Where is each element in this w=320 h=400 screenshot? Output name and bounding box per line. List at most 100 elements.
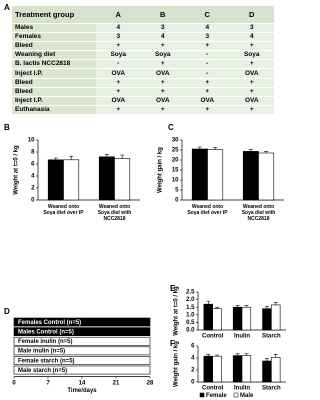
bar xyxy=(258,152,275,201)
table-cell: + xyxy=(229,87,274,97)
x-tick-label: Weaned onto Soya diet over IP xyxy=(187,204,228,216)
y-tick-label: 30 xyxy=(172,138,179,144)
y-tick-label: 2.5 xyxy=(186,290,195,296)
timeline-bar xyxy=(13,356,151,365)
timeline-label: Male starch (n=5) xyxy=(18,368,67,374)
bar xyxy=(271,304,281,331)
timeline-label: Male inulin (n=5) xyxy=(18,349,65,355)
y-axis-label: Weight at t=0 / kg xyxy=(174,286,180,336)
timeline-bar xyxy=(13,317,151,327)
table-cell: Females xyxy=(12,32,96,43)
y-tick-label: 0.0 xyxy=(186,328,195,334)
y-tick-label: 0 xyxy=(191,380,195,386)
bar xyxy=(203,303,213,331)
x-tick-label: Control xyxy=(202,386,224,392)
legend-swatch xyxy=(199,392,205,398)
table-cell: - xyxy=(185,59,230,70)
table-row: Inject I.P. OVA OVA OVA OVA xyxy=(12,96,274,106)
table-row: Inject I.P. OVA OVA - OVA xyxy=(12,68,274,79)
panel-label: C xyxy=(168,123,174,132)
y-tick-label: 25 xyxy=(172,148,179,154)
x-tick-label: Weaned onto Soya diet over IP xyxy=(43,204,84,216)
panel-label: E xyxy=(170,284,176,293)
panel-label: D xyxy=(4,307,10,316)
timeline-bar xyxy=(13,336,151,346)
y-tick-label: 8 xyxy=(31,150,35,156)
table-cell: B. lactis NCC2818 xyxy=(12,59,96,70)
bar xyxy=(241,306,252,331)
error-bar xyxy=(264,306,269,309)
table-row: Males 4 3 4 3 xyxy=(12,23,274,34)
error-bar xyxy=(235,353,240,356)
legend-swatch xyxy=(233,392,239,398)
table-cell: + xyxy=(185,41,230,52)
table-cell: + xyxy=(96,78,141,88)
table-cell: + xyxy=(229,105,274,115)
x-tick-label: Inulin xyxy=(234,386,250,392)
bar xyxy=(262,360,272,383)
bar xyxy=(262,308,272,331)
y-tick-label: 10 xyxy=(28,138,35,144)
y-tick-label: 2.0 xyxy=(186,297,195,303)
table-cell: + xyxy=(229,78,274,88)
y-tick-label: 1.0 xyxy=(186,312,195,318)
y-axis-label: Weight gain / kg xyxy=(158,147,164,193)
table-cell: + xyxy=(96,87,141,97)
x-tick-label: 28 xyxy=(147,381,154,387)
table-cell: OVA xyxy=(140,96,185,106)
x-tick-label: 7 xyxy=(46,381,50,387)
bar xyxy=(203,355,213,383)
table-cell: Bleed xyxy=(12,78,96,88)
table-cell: 4 xyxy=(140,32,185,43)
table-cell: Euthanasia xyxy=(12,105,96,115)
error-bar xyxy=(120,154,125,159)
table-row: Females 3 4 3 4 xyxy=(12,32,274,43)
table-cell: + xyxy=(140,78,185,88)
y-tick-label: 15 xyxy=(172,168,179,174)
bar xyxy=(98,156,115,201)
y-tick-label: 4 xyxy=(31,174,35,180)
x-tick-label: Weaned onto Soya diet with NCC2818 xyxy=(97,204,132,222)
panel-label: B xyxy=(4,123,10,132)
error-bar xyxy=(264,151,269,153)
timeline-label: Females Control (n=5) xyxy=(18,320,81,326)
y-tick-label: 6 xyxy=(31,162,35,168)
bar xyxy=(242,151,259,201)
x-axis-label: Time/days xyxy=(67,388,97,394)
table-cell: 4 xyxy=(96,23,141,34)
table-cell: - xyxy=(185,50,230,61)
table-cell: 4 xyxy=(185,23,230,34)
error-bar xyxy=(244,305,249,308)
table-cell: + xyxy=(185,78,230,88)
table-row: Bleed + + + + xyxy=(12,41,274,52)
panel-label: F xyxy=(170,339,175,348)
x-tick-label: 14 xyxy=(79,381,86,387)
table-cell: Bleed xyxy=(12,41,96,52)
timeline-bar xyxy=(13,346,151,356)
table-row: Weaning diet Soya Soya - Soya xyxy=(12,50,274,61)
y-tick-label: 1.5 xyxy=(186,305,195,311)
y-axis-label: Weight at t=0 / kg xyxy=(14,145,20,195)
bar xyxy=(114,158,131,201)
error-bar xyxy=(69,155,74,160)
error-bar xyxy=(244,353,249,356)
header-cell: B xyxy=(140,6,185,24)
x-tick-label: Starch xyxy=(262,334,281,340)
legend-label: Male xyxy=(240,393,254,399)
y-tick-label: 0 xyxy=(175,198,179,204)
table-cell: OVA xyxy=(229,96,274,106)
table-cell: 3 xyxy=(96,32,141,43)
x-tick-label: Weaned onto Soya diet with NCC2818 xyxy=(241,204,276,222)
error-bar xyxy=(273,354,278,358)
table-cell: + xyxy=(140,87,185,97)
y-tick-label: 5 xyxy=(175,188,179,194)
table-cell: Inject I.P. xyxy=(12,68,96,79)
x-tick-label: Starch xyxy=(262,386,281,392)
bar xyxy=(271,357,281,383)
x-tick-label: Control xyxy=(202,334,224,340)
bar xyxy=(207,149,224,201)
figure: A B Weight at t=0 / kg 0 2 4 6 8 10 C Weight gain… xyxy=(4,3,286,399)
bar xyxy=(232,306,243,331)
table-cell: Males xyxy=(12,23,96,34)
table-cell: - xyxy=(185,68,230,79)
